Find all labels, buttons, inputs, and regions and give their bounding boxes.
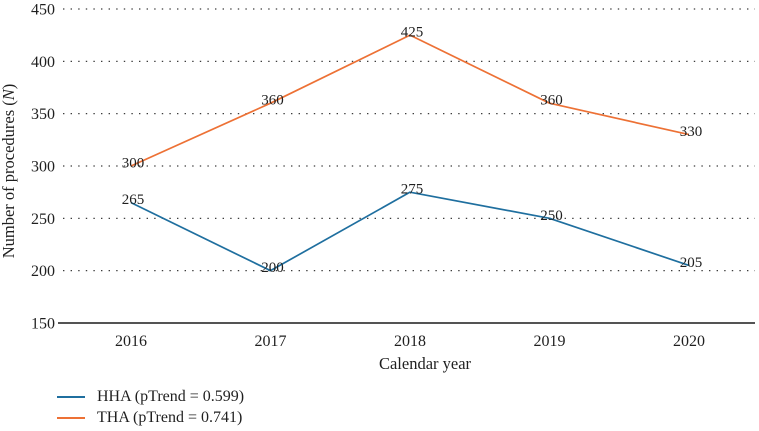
x-tick-label: 2019 (534, 333, 566, 350)
y-tick-label: 200 (31, 263, 55, 280)
data-label-tha-2020: 330 (680, 124, 703, 140)
series-line-tha (130, 34, 690, 167)
x-axis-title: Calendar year (379, 354, 472, 373)
hha-line-swatch (57, 395, 85, 398)
x-tick-label: 2020 (673, 333, 705, 350)
y-tick-label: 250 (31, 211, 55, 228)
tha-line-swatch (57, 416, 85, 419)
data-label-tha-2016: 300 (122, 156, 145, 172)
data-label-tha-2019: 360 (540, 93, 563, 109)
x-tick-label: 2018 (394, 333, 426, 350)
legend-label-hha: HHA (pTrend = 0.599) (97, 387, 245, 405)
data-label-tha-2017: 360 (261, 93, 284, 109)
data-label-hha-2016: 265 (122, 192, 145, 208)
y-tick-label: 350 (31, 106, 55, 123)
data-label-tha-2018: 425 (401, 25, 424, 41)
data-label-hha-2020: 205 (680, 255, 703, 271)
data-label-hha-2018: 275 (401, 182, 424, 198)
y-tick-label: 150 (31, 316, 55, 333)
x-tick-label: 2017 (255, 333, 287, 350)
y-tick-label: 450 (31, 2, 55, 19)
data-label-hha-2019: 250 (540, 208, 563, 224)
x-tick-label: 2016 (115, 333, 147, 350)
legend-label-tha: THA (pTrend = 0.741) (97, 408, 243, 426)
legend-item-tha: THA (pTrend = 0.741) (57, 407, 244, 428)
y-axis-title: Number of procedures (N) (0, 84, 18, 259)
legend-item-hha: HHA (pTrend = 0.599) (57, 386, 244, 407)
y-tick-label: 300 (31, 159, 55, 176)
series-line-hha (130, 191, 690, 272)
y-tick-label: 400 (31, 54, 55, 71)
data-label-hha-2017: 200 (261, 260, 284, 276)
chart-legend: HHA (pTrend = 0.599) THA (pTrend = 0.741… (57, 386, 244, 428)
chart-canvas: 150 200 250 300 350 400 450 2016 2017 2018 2019 202… (0, 2, 755, 373)
